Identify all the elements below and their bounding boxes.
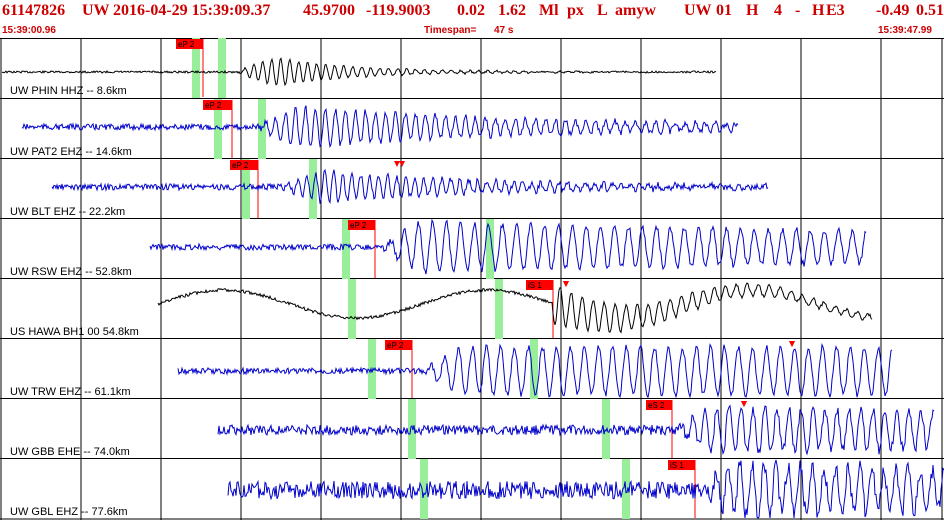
e-code: E3 xyxy=(826,2,845,19)
magnitude: 1.62 xyxy=(498,2,526,19)
pick-flag[interactable] xyxy=(668,460,695,470)
pick-flag[interactable] xyxy=(176,39,203,49)
trace-waveform[interactable] xyxy=(217,404,935,456)
phase-window-marker xyxy=(192,38,200,98)
phase-window-marker xyxy=(420,459,428,519)
pick-label: eP 2 xyxy=(387,341,404,350)
phase-window-marker xyxy=(486,219,494,279)
source: UW xyxy=(684,2,712,19)
station-label: UW BLT EHZ -- 22.2km xyxy=(10,206,125,218)
trace-waveform[interactable] xyxy=(177,342,893,399)
seismogram-panel[interactable]: eP 2 eP 2 eP 2 eP 2 iS 1 eP 2 eS 2 iS 1 UW PHIN… xyxy=(0,38,944,520)
event-id: 61147826 xyxy=(2,2,66,19)
pick-flag[interactable] xyxy=(203,100,232,110)
timespan-value: 47 s xyxy=(494,25,514,36)
phase-window-marker xyxy=(368,339,376,399)
origin-datetime: 2016-04-29 15:39:09.37 xyxy=(113,2,271,19)
phase-window-marker xyxy=(408,399,416,459)
station-label: UW TRW EHZ -- 61.1km xyxy=(10,386,131,398)
phase-window-marker xyxy=(530,339,538,399)
trace-waveform[interactable] xyxy=(157,282,873,334)
trace-waveform[interactable] xyxy=(51,168,769,205)
error: 0.51 xyxy=(916,2,944,19)
phase-window-marker xyxy=(342,219,350,279)
phase-window-marker xyxy=(602,399,610,459)
pick-label: eS 2 xyxy=(648,401,665,410)
end-time: 15:39:47.99 xyxy=(878,25,932,36)
waveforms xyxy=(1,57,944,519)
latitude: 45.9700 xyxy=(303,2,355,19)
version: 01 xyxy=(716,2,732,19)
dash: - xyxy=(795,2,801,19)
pick-label: eP 2 xyxy=(350,221,367,230)
start-time: 15:39:00.96 xyxy=(2,25,56,36)
phase-count: 4 xyxy=(774,2,782,19)
magnitude-type: Ml xyxy=(539,2,559,19)
station-label: UW PHIN HHZ -- 8.6km xyxy=(10,85,127,97)
phase-window-marker xyxy=(348,279,356,339)
trace-waveform[interactable] xyxy=(149,218,867,275)
amplitude-mark xyxy=(563,281,569,287)
time-gridlines xyxy=(0,38,944,520)
station-label: UW GBB EHE -- 74.0km xyxy=(10,446,130,458)
station-labels: UW PHIN HHZ -- 8.6km UW PAT2 EHZ -- 14.6k… xyxy=(10,85,139,518)
event-header: 61147826 UW 2016-04-29 15:39:09.37 45.97… xyxy=(0,0,944,24)
longitude: -119.9003 xyxy=(366,2,431,19)
author: amyw xyxy=(615,2,656,19)
amplitude-mark xyxy=(399,161,405,167)
amplitude-mark xyxy=(789,341,795,347)
phase-window-marker xyxy=(218,38,226,98)
amplitude-mark xyxy=(394,161,400,167)
phase-window-marker xyxy=(258,99,266,159)
quality: H xyxy=(746,2,759,19)
pick-label: eP 2 xyxy=(205,101,222,110)
pick-label: iS 1 xyxy=(670,461,684,470)
pick-flag[interactable] xyxy=(348,220,375,230)
trace-waveform[interactable] xyxy=(21,105,739,149)
location-flag: L xyxy=(597,2,608,19)
station-label: UW GBL EHZ -- 77.6km xyxy=(10,506,128,518)
pick-flag[interactable] xyxy=(230,160,258,170)
pick-flag[interactable] xyxy=(526,280,553,290)
gap-quality: H xyxy=(812,2,825,19)
pick-flag[interactable] xyxy=(385,340,412,350)
pick-label: eP 2 xyxy=(232,161,249,170)
depth: 0.02 xyxy=(457,2,485,19)
station-label: UW RSW EHZ -- 52.8km xyxy=(10,266,132,278)
timespan-label: Timespan= xyxy=(424,25,477,36)
network-code: UW xyxy=(82,2,110,19)
station-label: US HAWA BH1 00 54.8km xyxy=(10,326,139,338)
event-type: px xyxy=(567,2,584,19)
pick-label: eP 2 xyxy=(178,40,195,49)
station-label: UW PAT2 EHZ -- 14.6km xyxy=(10,146,132,158)
trace-waveform[interactable] xyxy=(227,459,944,519)
phase-window-marker xyxy=(214,99,222,159)
pick-flag[interactable] xyxy=(646,400,672,410)
amplitude-mark xyxy=(741,401,747,407)
pick-label: iS 1 xyxy=(528,281,542,290)
phase-window-marker xyxy=(495,279,503,339)
trace-waveform[interactable] xyxy=(1,57,716,87)
rms: -0.49 xyxy=(876,2,910,19)
